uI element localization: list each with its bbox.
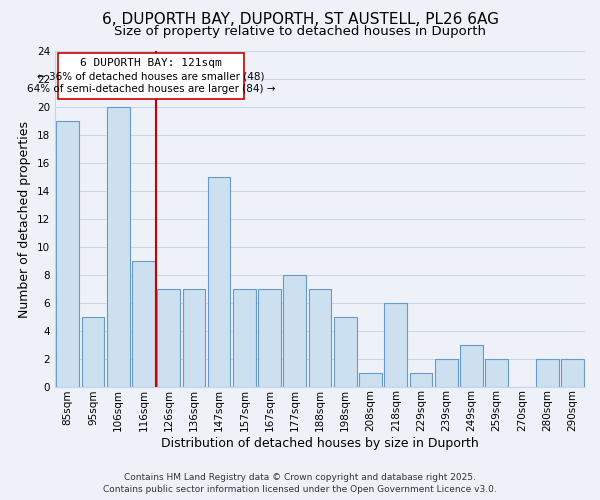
Text: 6, DUPORTH BAY, DUPORTH, ST AUSTELL, PL26 6AG: 6, DUPORTH BAY, DUPORTH, ST AUSTELL, PL2… — [101, 12, 499, 28]
Bar — [561, 358, 584, 386]
Bar — [233, 289, 256, 386]
Bar — [460, 344, 483, 387]
Bar — [385, 303, 407, 386]
Bar — [485, 358, 508, 386]
Bar — [107, 108, 130, 386]
Bar — [435, 358, 458, 386]
Text: Contains HM Land Registry data © Crown copyright and database right 2025.
Contai: Contains HM Land Registry data © Crown c… — [103, 472, 497, 494]
Text: Size of property relative to detached houses in Duporth: Size of property relative to detached ho… — [114, 25, 486, 38]
Bar — [258, 289, 281, 386]
FancyBboxPatch shape — [58, 53, 244, 99]
Y-axis label: Number of detached properties: Number of detached properties — [19, 120, 31, 318]
Bar — [283, 275, 306, 386]
Bar — [208, 177, 230, 386]
Bar — [536, 358, 559, 386]
Bar — [359, 372, 382, 386]
Bar — [334, 316, 356, 386]
Bar — [308, 289, 331, 386]
Text: 6 DUPORTH BAY: 121sqm: 6 DUPORTH BAY: 121sqm — [80, 58, 222, 68]
Bar — [182, 289, 205, 386]
Bar — [56, 122, 79, 386]
Bar — [132, 261, 155, 386]
Bar — [157, 289, 180, 386]
Bar — [82, 316, 104, 386]
Bar — [410, 372, 433, 386]
Text: 64% of semi-detached houses are larger (84) →: 64% of semi-detached houses are larger (… — [27, 84, 275, 94]
Text: ← 36% of detached houses are smaller (48): ← 36% of detached houses are smaller (48… — [37, 71, 265, 81]
X-axis label: Distribution of detached houses by size in Duporth: Distribution of detached houses by size … — [161, 437, 479, 450]
